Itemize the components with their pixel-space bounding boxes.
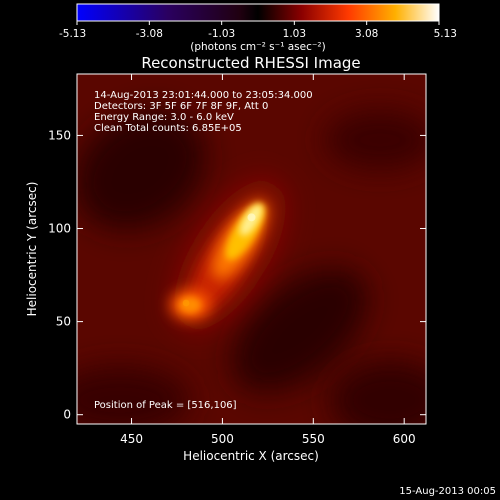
footer-date: 15-Aug-2013 00:05 [399,486,496,497]
source-peak [182,299,190,307]
info-line: 14-Aug-2013 23:01:44.000 to 23:05:34.000 [94,90,313,101]
y-axis-ticks: 0 50 100 150 [48,128,426,422]
info-line: Clean Total counts: 6.85E+05 [94,123,242,134]
x-tick-label: 500 [211,432,234,446]
colorbar-tick-label: 1.03 [283,28,306,40]
colorbar-tick-label: 3.08 [355,28,378,40]
colorbar-ticks: -5.13 -3.08 -1.03 1.03 3.08 5.13 [59,21,457,40]
heatmap-image [77,74,426,424]
x-axis-label: Heliocentric X (arcsec) [183,449,319,463]
info-line: Energy Range: 3.0 - 6.0 keV [94,112,234,123]
y-tick-label: 150 [48,128,71,142]
x-axis-ticks: 450 500 550 600 [120,74,416,446]
colorbar-unit-label: (photons cm⁻² s⁻¹ asec⁻²) [190,41,325,53]
source-peak [247,213,256,222]
colorbar-tick-label: -3.08 [136,28,163,40]
x-tick-label: 450 [120,432,143,446]
y-tick-label: 0 [63,408,71,422]
colorbar-tick-label: -5.13 [59,28,86,40]
source-peaks [182,213,256,307]
info-text: 14-Aug-2013 23:01:44.000 to 23:05:34.000… [94,90,316,134]
chart-title: Reconstructed RHESSI Image [141,54,360,72]
x-tick-label: 600 [393,432,416,446]
y-tick-label: 50 [56,315,71,329]
colorbar-tick-label: -1.03 [208,28,235,40]
plot-frame [76,73,427,425]
y-axis-label: Heliocentric Y (arcsec) [25,182,39,317]
peak-position-label: Position of Peak = [516,106] [94,400,237,411]
colorbar-tick-label: 5.13 [434,28,457,40]
colorbar [76,3,440,22]
info-line: Detectors: 3F 5F 6F 7F 8F 9F, Att 0 [94,101,268,112]
x-tick-label: 550 [302,432,325,446]
y-tick-label: 100 [48,222,71,236]
